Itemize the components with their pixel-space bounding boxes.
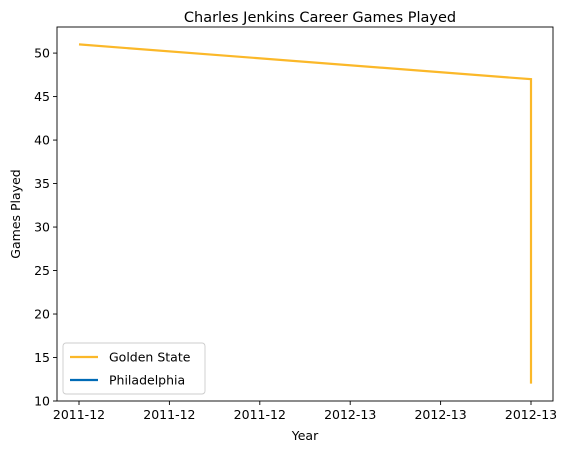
x-tick-label: 2012-13 <box>505 407 557 422</box>
y-tick-label: 30 <box>34 220 50 235</box>
plot-area <box>56 26 554 402</box>
y-tick-label: 10 <box>34 394 50 409</box>
y-axis-ticks: 10 15 20 25 30 35 40 45 50 <box>34 46 57 409</box>
x-tick-label: 2011-12 <box>143 407 195 422</box>
x-tick-label: 2012-13 <box>324 407 376 422</box>
x-axis-label: Year <box>291 428 319 443</box>
y-tick-label: 50 <box>34 46 50 61</box>
y-axis-label: Games Played <box>8 169 23 258</box>
plot-frame <box>56 26 554 402</box>
legend: Golden State Philadelphia <box>62 342 206 395</box>
y-tick-label: 15 <box>34 350 50 365</box>
series-layer <box>78 43 533 384</box>
y-tick-label: 45 <box>34 89 50 104</box>
x-tick-label: 2011-12 <box>53 407 105 422</box>
legend-label-philadelphia: Philadelphia <box>109 373 185 388</box>
legend-label-golden-state: Golden State <box>109 350 191 365</box>
x-tick-label: 2012-13 <box>414 407 466 422</box>
series-line-golden-state <box>78 43 533 384</box>
y-tick-label: 40 <box>34 133 50 148</box>
chart-title: Charles Jenkins Career Games Played <box>184 10 456 26</box>
x-axis-ticks: 2011-12 2011-12 2011-12 2012-13 2012-13 2012-… <box>53 401 557 422</box>
legend-box <box>62 342 206 395</box>
x-tick-label: 2011-12 <box>234 407 286 422</box>
y-tick-label: 35 <box>34 176 50 191</box>
y-tick-label: 20 <box>34 307 50 322</box>
y-tick-label: 25 <box>34 263 50 278</box>
